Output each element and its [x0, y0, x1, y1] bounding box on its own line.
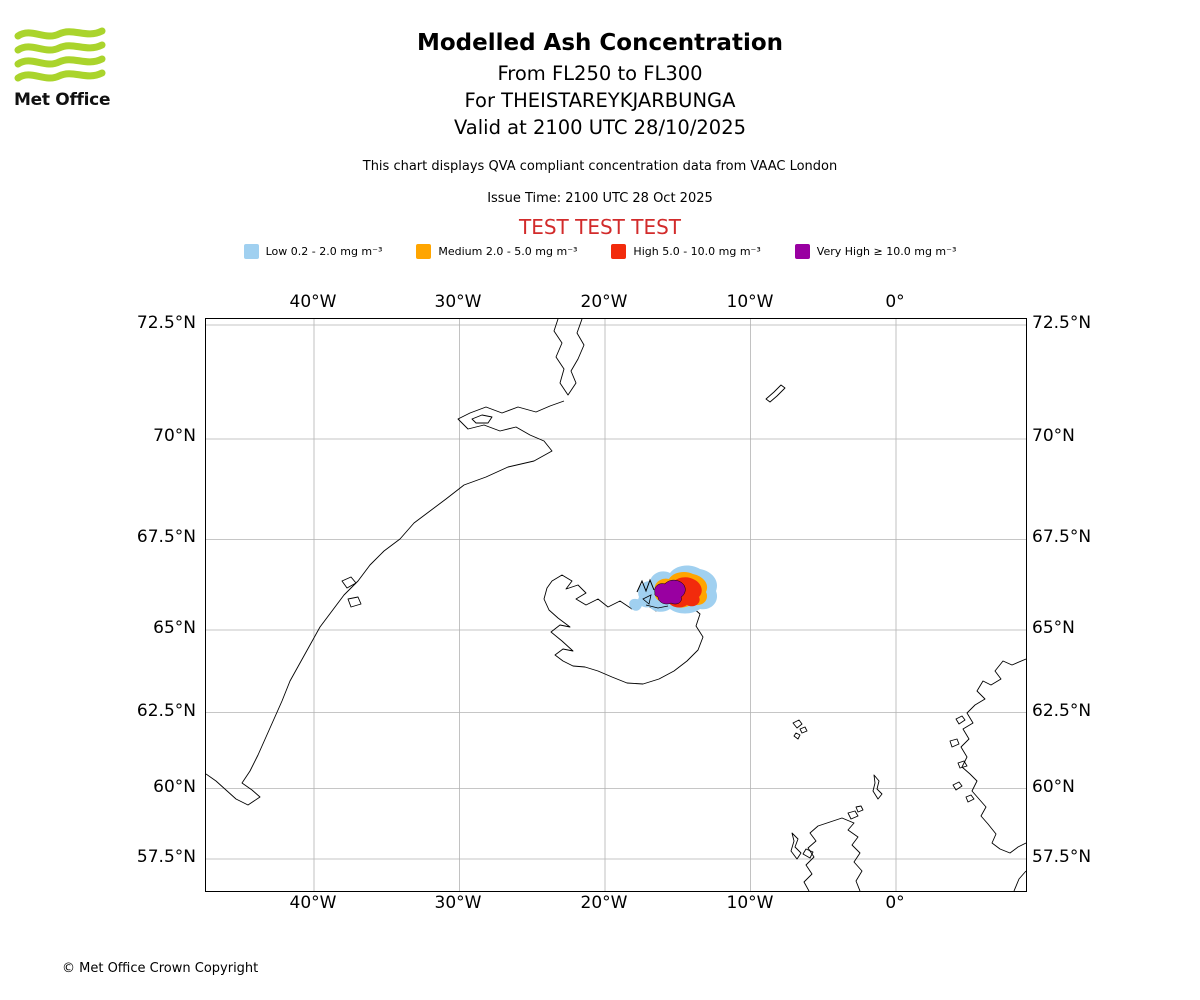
y-tick-left: 65°N — [153, 618, 196, 638]
grid-lines — [206, 319, 1026, 891]
legend-label-medium: Medium 2.0 - 5.0 mg m⁻³ — [438, 245, 578, 258]
legend-item-low: Low 0.2 - 2.0 mg m⁻³ — [243, 244, 383, 259]
map-canvas — [206, 319, 1026, 891]
coast-greenland-liverpool-land — [553, 319, 585, 396]
coast-skye — [802, 848, 814, 859]
met-office-logo: Met Office — [14, 26, 124, 110]
x-tick-bottom: 20°W — [580, 893, 628, 913]
y-tick-right: 67.5°N — [1032, 527, 1092, 547]
logo-waves-icon — [14, 27, 106, 82]
x-tick-bottom: 0° — [885, 893, 905, 913]
coast-greenland-islets — [341, 576, 362, 608]
map-panel — [205, 318, 1027, 892]
x-tick-top: 40°W — [289, 292, 337, 312]
y-tick-right: 62.5°N — [1032, 701, 1092, 721]
coastlines — [206, 319, 1026, 891]
coast-norway-islands — [949, 715, 975, 803]
plume-very-high — [654, 579, 686, 605]
plume-contour-triangle — [642, 594, 652, 605]
legend-swatch-low — [243, 244, 259, 259]
coast-denmark — [1013, 870, 1026, 891]
y-tick-left: 62.5°N — [136, 701, 196, 721]
coast-faroe-islands — [792, 719, 808, 740]
y-tick-right: 60°N — [1032, 777, 1075, 797]
coast-outer-hebrides — [790, 832, 802, 860]
logo-text: Met Office — [14, 90, 111, 110]
legend-item-very-high: Very High ≥ 10.0 mg m⁻³ — [794, 244, 957, 259]
qva-note: This chart displays QVA compliant concen… — [362, 159, 838, 174]
x-tick-bottom: 10°W — [726, 893, 774, 913]
y-tick-right: 70°N — [1032, 426, 1075, 446]
y-tick-left: 72.5°N — [136, 313, 196, 333]
legend-item-high: High 5.0 - 10.0 mg m⁻³ — [611, 244, 761, 259]
coast-iceland — [543, 574, 704, 685]
legend-label-high: High 5.0 - 10.0 mg m⁻³ — [633, 245, 761, 258]
legend-swatch-medium — [416, 244, 432, 259]
legend-label-low: Low 0.2 - 2.0 mg m⁻³ — [265, 245, 383, 258]
y-tick-left: 67.5°N — [136, 527, 196, 547]
y-tick-left: 57.5°N — [136, 847, 196, 867]
coast-greenland-fjord-island — [471, 414, 493, 424]
x-tick-top: 0° — [885, 292, 905, 312]
y-tick-right: 57.5°N — [1032, 847, 1092, 867]
x-tick-bottom: 30°W — [434, 893, 482, 913]
x-tick-top: 10°W — [726, 292, 774, 312]
coast-greenland-mainland — [206, 400, 565, 806]
volcano-subtitle: For THEISTAREYKJARBUNGA — [464, 89, 736, 112]
y-tick-left: 60°N — [153, 777, 196, 797]
y-tick-right: 72.5°N — [1032, 313, 1092, 333]
legend-swatch-very-high — [794, 244, 810, 259]
flight-level-subtitle: From FL250 to FL300 — [497, 62, 703, 85]
x-tick-bottom: 40°W — [289, 893, 337, 913]
issue-time: Issue Time: 2100 UTC 28 Oct 2025 — [487, 191, 713, 206]
coast-orkney — [847, 805, 864, 820]
coast-shetland — [872, 774, 883, 800]
plume-low-blob — [629, 598, 643, 611]
copyright-notice: © Met Office Crown Copyright — [62, 961, 259, 976]
y-tick-right: 65°N — [1032, 618, 1075, 638]
concentration-legend: Low 0.2 - 2.0 mg m⁻³ Medium 2.0 - 5.0 mg… — [0, 244, 1200, 259]
x-tick-top: 30°W — [434, 292, 482, 312]
x-tick-top: 20°W — [580, 292, 628, 312]
ash-plume — [629, 565, 718, 614]
coast-scotland-mainland — [803, 817, 863, 891]
coast-jan-mayen — [765, 384, 786, 403]
plume-contour-edge — [645, 604, 669, 609]
test-banner: TEST TEST TEST — [518, 215, 681, 239]
legend-swatch-high — [611, 244, 627, 259]
plume-contour-marks — [636, 578, 655, 593]
legend-item-medium: Medium 2.0 - 5.0 mg m⁻³ — [416, 244, 577, 259]
legend-label-very-high: Very High ≥ 10.0 mg m⁻³ — [816, 245, 957, 258]
coast-norway — [960, 658, 1026, 854]
y-tick-left: 70°N — [153, 426, 196, 446]
valid-time-subtitle: Valid at 2100 UTC 28/10/2025 — [453, 116, 747, 139]
page-title: Modelled Ash Concentration — [416, 30, 784, 56]
